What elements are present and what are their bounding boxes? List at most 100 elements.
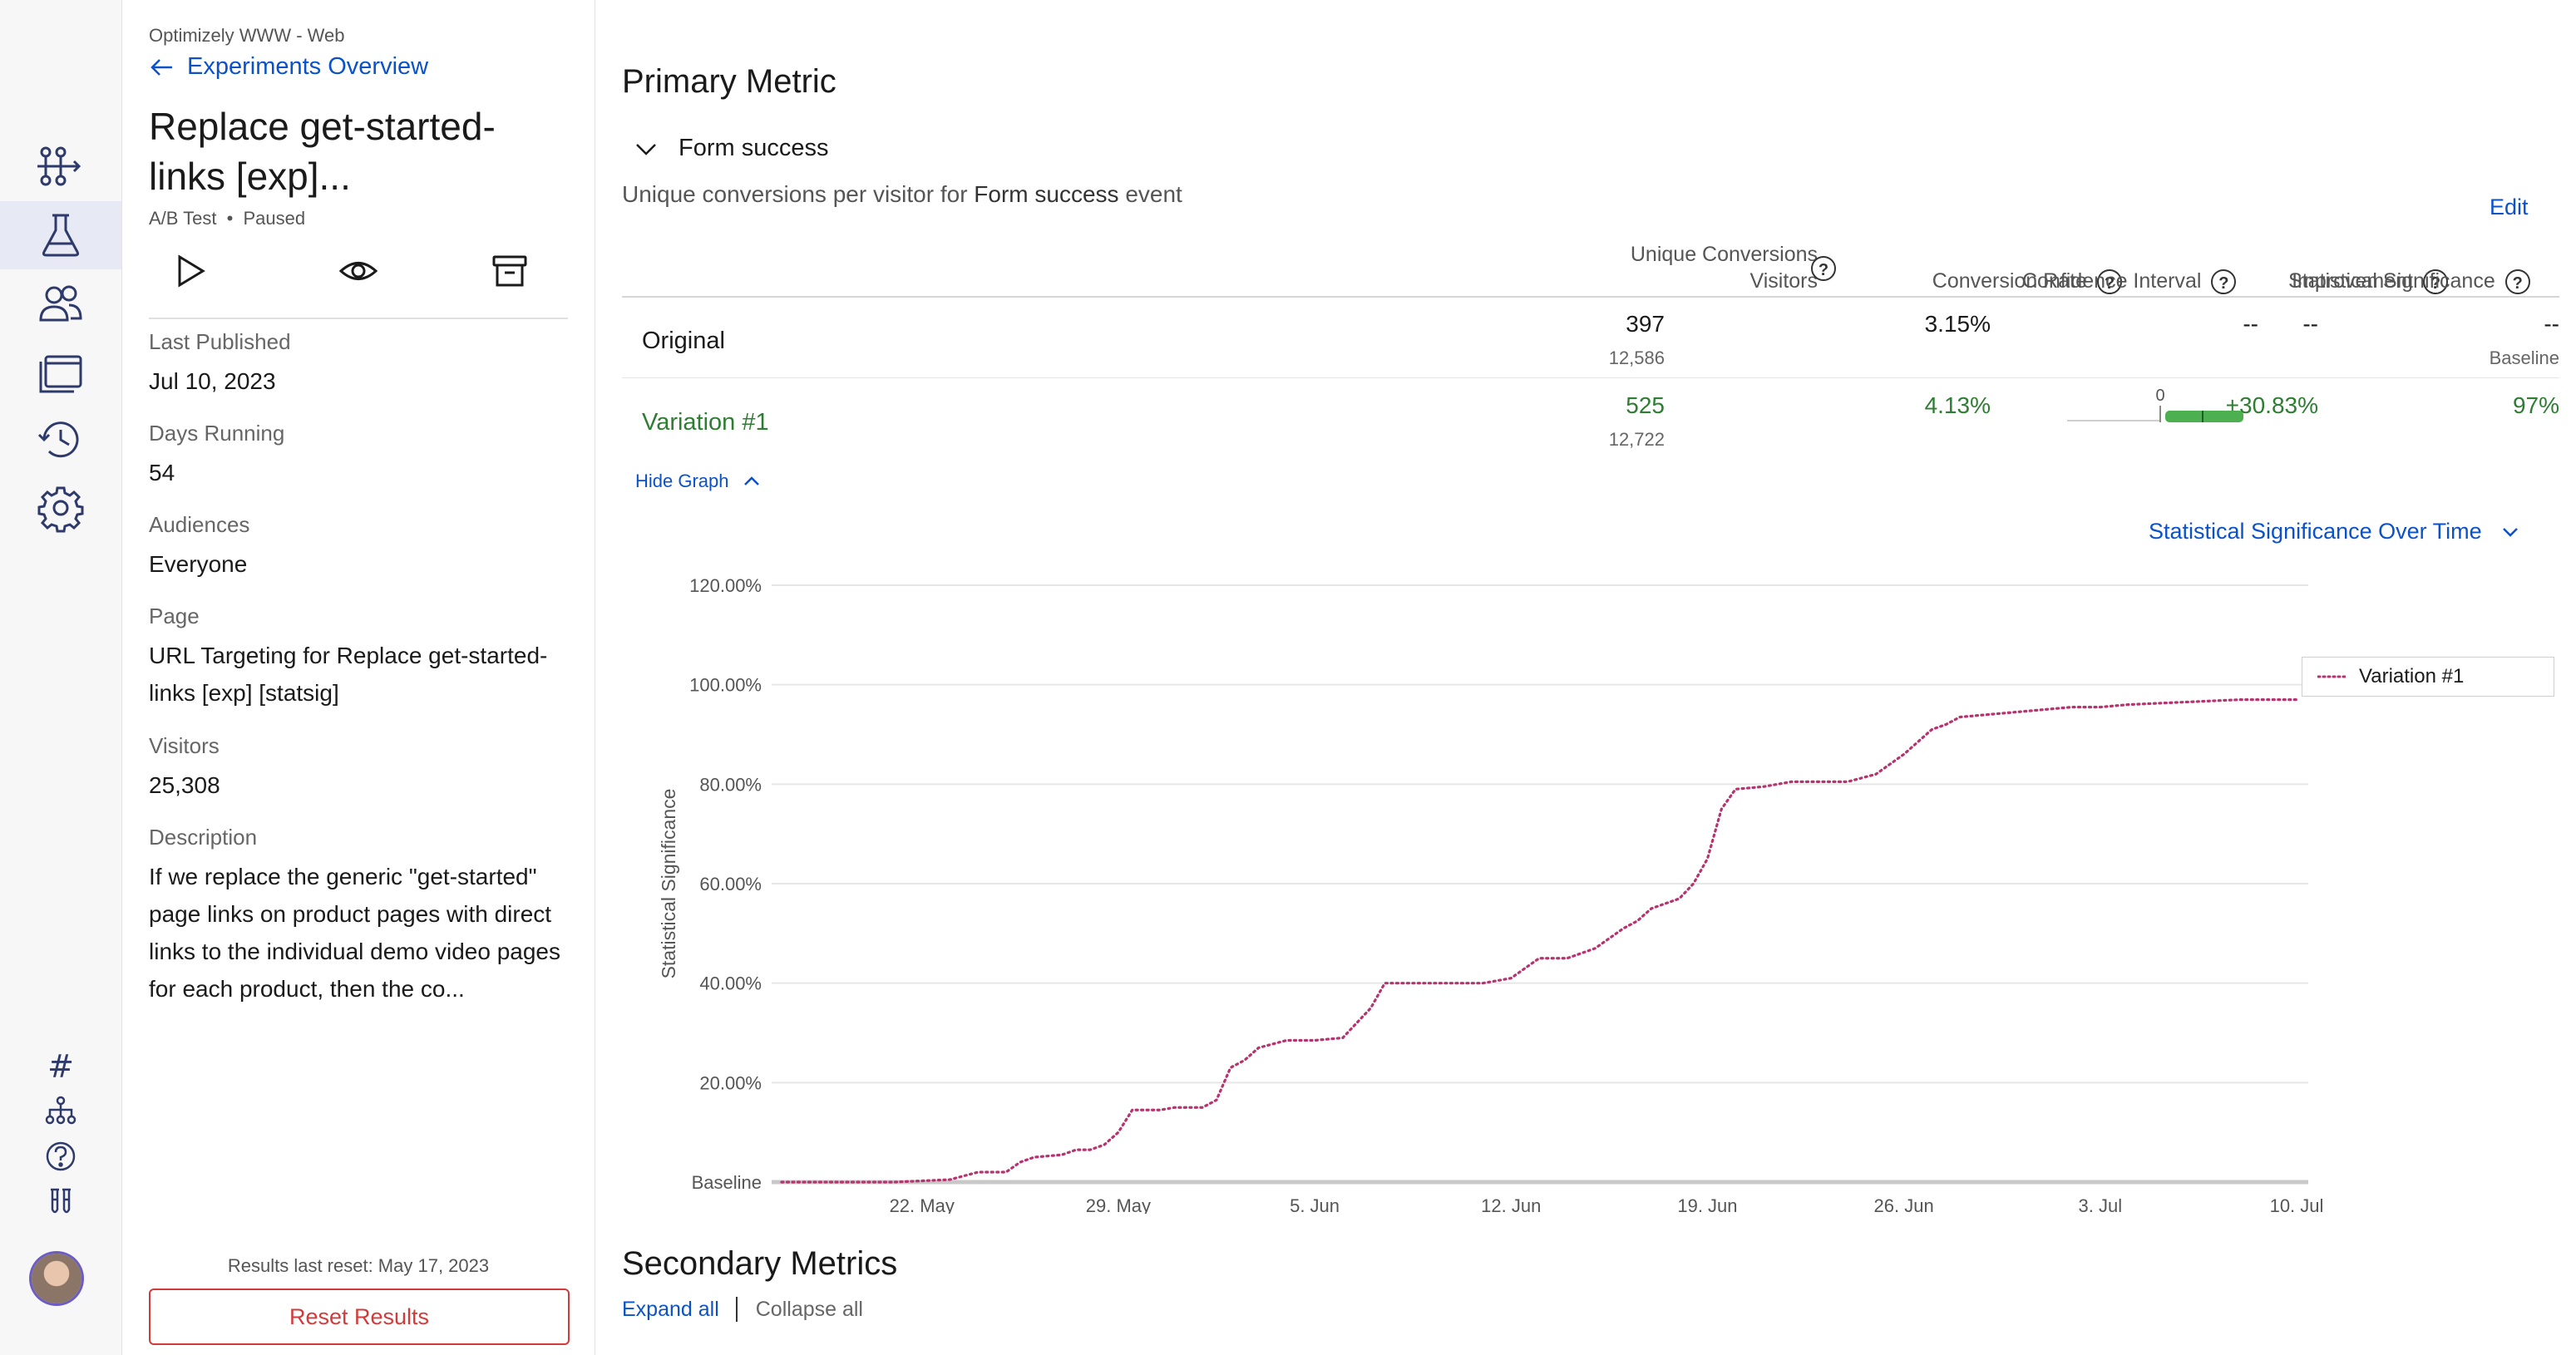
rail-history-button[interactable] [0,406,121,474]
col-rate-label: Conversion Rate [1932,269,2087,293]
field-label-last-published: Last Published [149,329,291,354]
preview-button[interactable] [333,246,383,296]
hash-icon: # [47,1048,74,1085]
x-tick-label: 26. Jun [1874,1195,1934,1214]
x-tick-label: 3. Jul [2079,1195,2123,1214]
metric-toggle[interactable]: Form success [634,135,828,162]
experiment-type: A/B Test [149,208,217,229]
series-line-variation-1[interactable] [780,698,2298,1184]
row-original-visitors: 12,586 [1608,347,1665,368]
history-icon [37,421,79,458]
metric-desc-prefix: Unique conversions per visitor for [622,181,968,207]
row-variation-name[interactable]: Variation #1 [642,409,769,436]
col-ci-label: Confidence Interval [2022,269,2202,293]
field-value-last-published: Jul 10, 2023 [149,368,276,394]
rail-flows-button[interactable] [0,133,121,201]
improvement-help-icon[interactable]: ? [2423,269,2448,295]
metric-description: Unique conversions per visitor for Form … [622,181,1182,208]
row-variation-conversions: 525 [1626,392,1665,418]
results-reset-note: Results last reset: May 17, 2023 [227,1255,490,1276]
project-name: Optimizely WWW - Web [149,25,345,46]
metric-name: Form success [679,135,829,161]
row-original-rate: 3.15% [1924,311,1991,337]
ci-help-icon[interactable]: ? [2211,269,2237,295]
windows-icon [39,355,82,393]
edit-metric-link[interactable]: Edit [2490,195,2529,219]
rail-help-button[interactable] [0,1134,121,1179]
field-value-visitors: 25,308 [149,772,220,798]
field-value-days-running: 54 [149,460,175,485]
collapse-all-link[interactable]: Collapse all [755,1297,863,1321]
field-value-audiences: Everyone [149,551,248,577]
flask-icon [42,214,80,257]
row-original-conversions: 397 [1626,311,1665,337]
table-header-divider [622,296,2559,298]
y-tick-label: 60.00% [699,874,762,894]
col-visitors-label: Visitors [1749,269,1818,293]
row-original-improvement: -- [2302,311,2318,337]
row-original-baseline-note: Baseline [2489,347,2559,368]
field-value-page: URL Targeting for Replace get-started- l… [149,643,548,706]
rail-hierarchy-button[interactable] [0,1089,121,1134]
field-value-description: If we replace the generic "get-started" … [149,864,560,1002]
legend-label: Variation #1 [2359,665,2465,687]
rail-audiences-button[interactable] [0,269,121,338]
back-to-experiments-link[interactable]: Experiments Overview [149,53,428,81]
col-header-significance: Statistical Significance? [2288,268,2530,295]
table-row-divider [622,377,2559,378]
y-tick-label: 20.00% [699,1072,762,1093]
y-tick-label: 100.00% [689,675,762,696]
arrow-left-icon [151,58,172,76]
row-variation-significance: 97% [2512,392,2559,418]
field-label-description: Description [149,825,258,850]
row-original-name: Original [642,328,725,354]
rail-pages-button[interactable] [0,338,121,406]
archive-icon [492,255,527,287]
help-icon [46,1141,76,1171]
graph-type-select[interactable]: Statistical Significance Over Time [2149,519,2522,544]
eye-icon [339,262,378,280]
chevron-down-icon [2502,527,2518,537]
row-variation-rate: 4.13% [1924,392,1991,418]
col-header-confidence-interval: Confidence Interval? [2022,268,2237,295]
rail-experiments-button[interactable] [0,201,121,269]
rail-labs-button[interactable] [0,1179,121,1224]
significance-help-icon[interactable]: ? [2504,269,2530,295]
expand-all-link[interactable]: Expand all [622,1297,719,1321]
ci-zero-label: 0 [2155,387,2164,405]
experiment-actions [149,246,568,296]
metric-desc-event: Form success [974,181,1119,207]
rate-help-icon[interactable]: ? [2097,269,2122,295]
results-main: Primary Metric Form success Unique conve… [595,0,2576,1355]
hide-graph-toggle[interactable]: Hide Graph [635,471,762,492]
col-header-conversion-rate: Conversion Rate? [1932,268,2122,295]
secondary-metrics-heading: Secondary Metrics [622,1245,898,1282]
field-label-page: Page [149,604,200,628]
field-label-audiences: Audiences [149,512,250,537]
hide-graph-label: Hide Graph [635,471,729,491]
col-header-conversions: Unique Conversions Visitors [1631,241,1818,294]
x-tick-label: 10. Jul [2270,1195,2324,1214]
avatar[interactable] [32,1254,81,1303]
significance-chart: Baseline 20.00% 40.00% 60.00% 80.00% 100.00% 1… [658,575,2324,1214]
y-tick-label: 120.00% [689,575,762,596]
experiment-sidebar: Optimizely WWW - Web Experiments Overvie… [122,0,595,1355]
conversions-help-icon[interactable]: ? [1801,254,1836,282]
y-tick-label: 40.00% [699,973,762,994]
row-original-ci: -- [2243,311,2258,337]
ci-range-bar [2165,411,2243,422]
rail-settings-button[interactable] [0,474,121,542]
confidence-interval-bar: 0 [2067,387,2243,422]
start-button[interactable] [165,246,215,296]
users-icon [39,285,82,322]
x-tick-label: 22. May [890,1195,955,1214]
chevron-down-icon [636,143,656,155]
play-icon [178,254,205,288]
rail-hash-button[interactable]: # [0,1044,121,1089]
chart-legend[interactable]: Variation #1 [2302,657,2554,697]
col-header-improvement: Improvement? [2292,268,2448,295]
x-tick-label: 5. Jun [1290,1195,1340,1214]
archive-button[interactable] [485,246,535,296]
sidebar-divider [149,318,568,319]
reset-results-button[interactable]: Reset Results [149,1288,570,1345]
